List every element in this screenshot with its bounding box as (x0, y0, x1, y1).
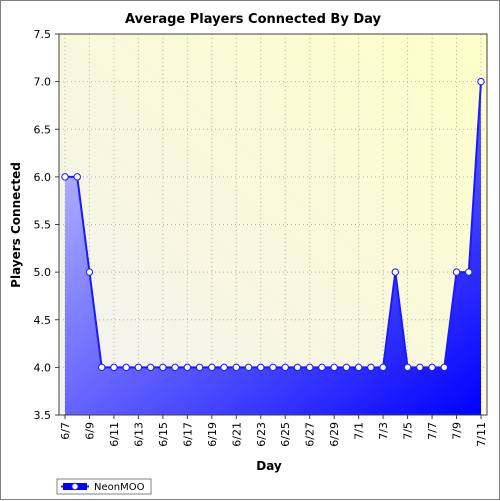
data-point-7-10 (465, 268, 473, 276)
data-point-6-25 (281, 363, 289, 372)
data-point-6-24 (269, 363, 277, 372)
legend-series-marker (71, 482, 79, 491)
data-point-7-11 (477, 77, 485, 86)
x-tick-label-6-29: 6/29 (328, 422, 341, 447)
data-point-6-13 (134, 363, 143, 372)
chart-title: Average Players Connected By Day (125, 12, 381, 27)
x-tick-label-6-19: 6/19 (206, 422, 219, 447)
x-tick-label-7-11: 7/11 (475, 422, 488, 447)
x-tick-label-7-3: 7/3 (377, 422, 390, 440)
x-tick-label-6-27: 6/27 (304, 422, 317, 447)
x-tick-label-7-5: 7/5 (402, 422, 415, 440)
y-tick-label-2: 4.5 (34, 314, 52, 327)
x-tick-label-6-7: 6/7 (59, 422, 72, 440)
data-point-6-15 (159, 363, 167, 372)
data-point-6-12 (122, 363, 130, 372)
data-point-6-20 (220, 363, 228, 372)
data-point-7-6 (416, 363, 424, 372)
data-point-6-8 (73, 173, 81, 181)
x-tick-label-6-23: 6/23 (255, 422, 268, 447)
data-point-6-17 (183, 363, 192, 372)
data-markers (61, 77, 485, 372)
data-point-6-10 (98, 363, 106, 372)
data-point-6-29 (330, 363, 338, 372)
y-axis-label: Players Connected (9, 162, 23, 288)
y-tick-label-5: 6.0 (34, 171, 52, 184)
x-tick-label-7-7: 7/7 (426, 422, 439, 440)
x-axis-label: Day (256, 459, 282, 473)
data-area (65, 81, 481, 415)
legend-series-name: NeonMOO (94, 482, 145, 493)
y-axis-ticks: 3.5 4.0 4.5 5.0 5.5 6.0 6.5 7.0 7.5 (34, 28, 59, 422)
x-tick-label-7-1: 7/1 (353, 422, 366, 440)
y-tick-label-1: 4.0 (34, 361, 52, 374)
data-point-6-30 (342, 363, 351, 372)
y-tick-label-8: 7.5 (34, 28, 52, 41)
x-tick-label-6-9: 6/9 (83, 422, 96, 440)
data-point-7-1 (354, 363, 363, 372)
data-point-6-27 (306, 363, 314, 372)
data-point-7-9 (452, 268, 461, 276)
series-area-neonmoo (65, 81, 481, 415)
legend-box (56, 478, 152, 495)
data-point-6-23 (257, 363, 265, 372)
x-tick-label-6-11: 6/11 (108, 422, 121, 447)
y-tick-label-4: 5.5 (34, 219, 52, 232)
x-tick-label-6-17: 6/17 (181, 422, 194, 447)
data-point-7-2 (367, 363, 375, 372)
data-point-6-7 (61, 173, 69, 181)
x-tick-label-6-21: 6/21 (230, 422, 243, 447)
data-point-6-18 (195, 363, 204, 372)
data-point-6-11 (110, 363, 118, 372)
legend: NeonMOO (56, 478, 152, 495)
data-point-6-16 (171, 363, 179, 372)
y-tick-label-3: 5.0 (34, 266, 52, 279)
x-tick-label-6-13: 6/13 (132, 422, 145, 447)
data-point-6-28 (318, 363, 326, 372)
data-point-6-22 (244, 363, 253, 372)
data-point-6-19 (208, 363, 216, 372)
x-tick-label-6-15: 6/15 (157, 422, 170, 447)
data-point-7-7 (428, 363, 436, 372)
data-point-7-4 (391, 268, 400, 276)
data-point-7-5 (403, 363, 412, 372)
x-tick-label-6-25: 6/25 (279, 422, 292, 447)
data-point-6-21 (232, 363, 240, 372)
y-tick-label-7: 7.0 (34, 76, 52, 89)
data-point-6-9 (85, 268, 94, 276)
data-point-6-26 (293, 363, 302, 372)
data-point-6-14 (146, 363, 155, 372)
data-point-7-8 (440, 363, 448, 372)
y-tick-label-0: 3.5 (34, 409, 52, 422)
x-axis-ticks: 6/7 6/9 6/11 6/13 6/15 6/17 6/19 6/21 6/23 6/25 6/… (59, 415, 488, 447)
x-tick-label-7-9: 7/9 (451, 422, 464, 440)
data-point-7-3 (379, 363, 387, 372)
y-tick-label-6: 6.5 (34, 123, 52, 136)
